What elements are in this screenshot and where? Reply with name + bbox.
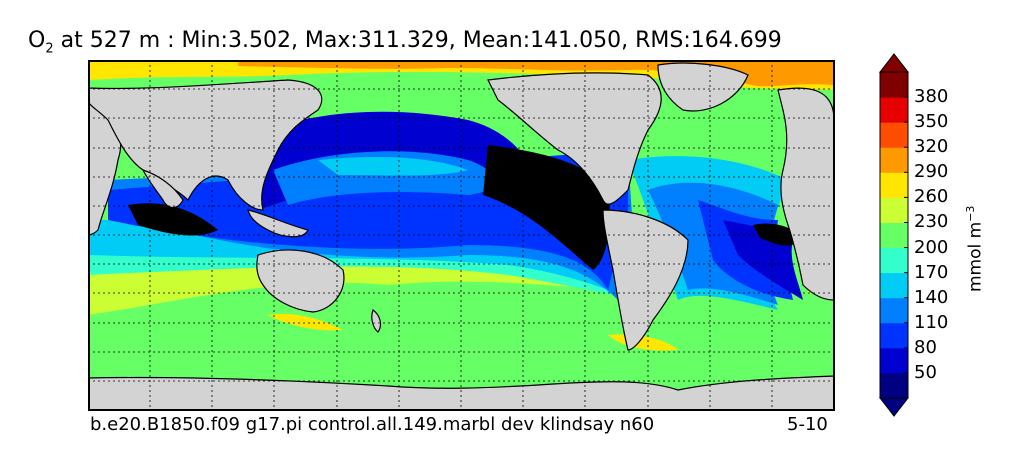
- south-yellow-patch-1: [268, 313, 343, 331]
- colorbar-frame: [879, 71, 909, 399]
- colorbar-level: [880, 197, 908, 223]
- indian-omz: [128, 203, 218, 236]
- colorbar-level: [880, 247, 908, 274]
- colorbar-units-label: mmol m−3: [964, 206, 986, 292]
- land-greenland: [657, 62, 749, 112]
- land-india: [141, 168, 184, 209]
- colorbar-level: [880, 97, 908, 123]
- colorbar-level: [880, 297, 908, 324]
- colorbar-level: [880, 372, 908, 399]
- case-name-label: b.e20.B1850.f09 g17.pi control.all.149.m…: [90, 414, 655, 435]
- colorbar-level: [880, 72, 908, 98]
- colorbar-tick-label: 320: [914, 136, 949, 158]
- title-subscript: 2: [45, 41, 54, 57]
- colorbar: [878, 53, 910, 417]
- colorbar-level: [880, 172, 908, 198]
- colorbar-tick-label: 290: [914, 161, 949, 183]
- colorbar-tick-label: 80: [914, 336, 937, 358]
- colorbar-level: [880, 122, 908, 148]
- colorbar-level: [880, 147, 908, 173]
- land-eurasia: [88, 79, 323, 211]
- land-southeast-asia: [247, 209, 309, 238]
- colorbar-tick-label: 260: [914, 186, 949, 208]
- colorbar-tick-label: 380: [914, 86, 949, 108]
- colorbar-level: [880, 272, 908, 299]
- colorbar-tick-label: 170: [914, 261, 949, 283]
- colorbar-tick-label: 350: [914, 111, 949, 133]
- colorbar-level: [880, 347, 908, 374]
- colorbar-tick-label: 140: [914, 286, 949, 308]
- units-text: mmol m: [965, 221, 986, 292]
- colorbar-extend-top: [878, 53, 910, 73]
- land-europe-africa-east: [777, 87, 834, 301]
- colorbar-tick-label: 110: [914, 311, 949, 333]
- title-stats: at 527 m : Min:3.502, Max:311.329, Mean:…: [53, 28, 782, 53]
- colorbar-tick-label: 230: [914, 211, 949, 233]
- plot-title: O2 at 527 m : Min:3.502, Max:311.329, Me…: [28, 28, 782, 56]
- land-australia: [256, 249, 345, 313]
- years-label: 5-10: [787, 414, 828, 435]
- land-north-america: [487, 72, 662, 205]
- land-south-america: [602, 209, 689, 351]
- colorbar-level: [880, 322, 908, 349]
- units-exponent: −3: [964, 205, 977, 222]
- graticule: [88, 60, 834, 410]
- colorbar-level: [880, 222, 908, 249]
- colorbar-tick-label: 50: [914, 361, 937, 383]
- pacific-omz: [483, 145, 610, 270]
- colorbar-extend-bottom: [878, 397, 910, 417]
- land-new-zealand: [371, 309, 382, 333]
- ocean-oxygen-map: [88, 60, 835, 411]
- north-pacific-cyan: [318, 157, 468, 176]
- map-frame: [88, 60, 835, 411]
- colorbar-tick-label: 200: [914, 236, 949, 258]
- title-variable: O: [28, 28, 46, 53]
